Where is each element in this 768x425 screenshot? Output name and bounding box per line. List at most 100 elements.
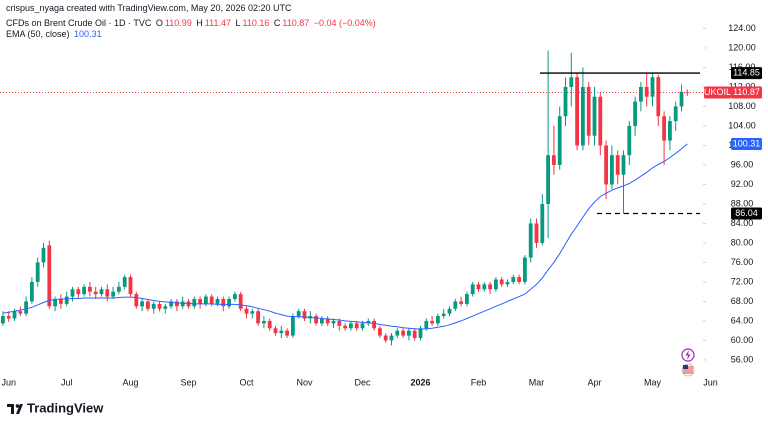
candle-body — [511, 277, 516, 282]
candle-body — [331, 320, 336, 324]
candle-body — [233, 294, 237, 300]
candle-body — [639, 86, 643, 102]
candle-body — [447, 308, 452, 314]
candle-body — [633, 101, 637, 126]
candle-body — [575, 77, 579, 146]
candle-body — [314, 316, 318, 324]
candle-body — [656, 77, 661, 117]
candle-body — [465, 294, 469, 304]
candle-body — [175, 301, 179, 307]
candle-body — [546, 155, 550, 204]
y-tick-label: 112.00 — [729, 81, 756, 91]
candle-body — [459, 301, 463, 304]
candle-body — [621, 155, 626, 175]
candle-body — [552, 155, 556, 165]
candle-body — [430, 320, 434, 324]
y-tick-label: 88.00 — [731, 198, 754, 208]
flag-canton — [683, 365, 688, 369]
candle-body — [325, 318, 330, 324]
candle-body — [418, 328, 423, 339]
candle-body — [372, 320, 376, 329]
ema-value: 100.31 — [74, 29, 102, 39]
candle-body — [244, 308, 249, 314]
ema-tag — [731, 137, 762, 150]
candle-body — [494, 279, 498, 290]
candle-body — [157, 303, 162, 309]
low-letter: L — [235, 18, 241, 28]
candle-body — [285, 330, 289, 336]
level-tag — [731, 207, 762, 220]
candle-body — [151, 303, 156, 309]
y-tick-label: 120.00 — [728, 42, 756, 52]
candle-body — [505, 281, 510, 285]
open-value: 110.99 — [164, 18, 192, 28]
candle-body — [128, 277, 133, 295]
x-tick-label: Mar — [529, 377, 545, 387]
candle-body — [441, 313, 446, 317]
candle-body — [337, 320, 342, 326]
candle-body — [82, 286, 86, 295]
candle-body — [76, 289, 81, 295]
y-tick-label: 104.00 — [728, 120, 756, 130]
candle-body — [88, 286, 92, 292]
candle-body — [604, 145, 608, 185]
candle-body — [198, 299, 202, 304]
symbol-legend: CFDs on Brent Crude Oil · 1D · TVC O 110.… — [6, 18, 378, 28]
y-tick-label: 60.00 — [731, 335, 754, 345]
candle-body — [53, 299, 57, 307]
x-tick-label: Oct — [239, 377, 254, 387]
candle-body — [378, 328, 382, 336]
candle-body — [169, 301, 173, 307]
price-tag-label: 110.87 — [733, 87, 760, 97]
candle-body — [279, 330, 284, 334]
candle-body — [163, 306, 168, 309]
candle-body — [627, 125, 632, 156]
y-tick-label: 56.00 — [731, 354, 754, 364]
symbol-tag-label: UKOIL — [704, 87, 731, 97]
candle-body — [215, 299, 220, 304]
candle-body — [64, 296, 69, 304]
level-tag-label: 114.85 — [733, 67, 760, 77]
attribution: crispus_nyaga created with TradingView.c… — [6, 3, 292, 13]
low-value: 110.16 — [242, 18, 270, 28]
candle-body — [105, 289, 110, 297]
candle-body — [134, 294, 139, 307]
level-tag — [731, 67, 762, 80]
y-tick-label: 72.00 — [731, 276, 754, 286]
candle-body — [581, 86, 585, 146]
candle-body — [424, 320, 429, 329]
high-letter: H — [196, 18, 203, 28]
candle-body — [267, 320, 272, 329]
candle-body — [93, 291, 98, 295]
open-letter: O — [155, 18, 163, 28]
ema-line — [2, 143, 688, 330]
y-tick-label: 84.00 — [731, 218, 754, 228]
x-tick-label: Dec — [354, 377, 371, 387]
symbol-name: CFDs on Brent Crude Oil · 1D · TVC — [6, 18, 152, 28]
change-value: −0.04 (−0.04%) — [313, 18, 376, 28]
candle-body — [534, 223, 539, 243]
x-tick-label: Nov — [296, 377, 313, 387]
candle-body — [407, 330, 411, 336]
candle-body — [204, 296, 208, 304]
ema-name: EMA (50, close) — [6, 29, 70, 39]
candle-body — [557, 116, 562, 165]
price-tag — [731, 86, 762, 99]
x-tick-label: 2026 — [410, 377, 430, 387]
x-tick-label: Feb — [471, 377, 487, 387]
candle-body — [99, 289, 104, 295]
candle-body — [140, 301, 144, 307]
candle-body — [296, 311, 301, 317]
candle-body — [221, 299, 226, 307]
candle-body — [262, 320, 266, 324]
x-tick-label: Aug — [122, 377, 138, 387]
candle-body — [320, 318, 324, 324]
close-letter: C — [273, 18, 281, 28]
x-tick-label: Jun — [703, 377, 718, 387]
candle-body — [250, 311, 255, 314]
candle-body — [685, 91, 690, 93]
candle-body — [592, 96, 597, 136]
candle-body — [349, 323, 353, 329]
candle-body — [122, 277, 127, 287]
